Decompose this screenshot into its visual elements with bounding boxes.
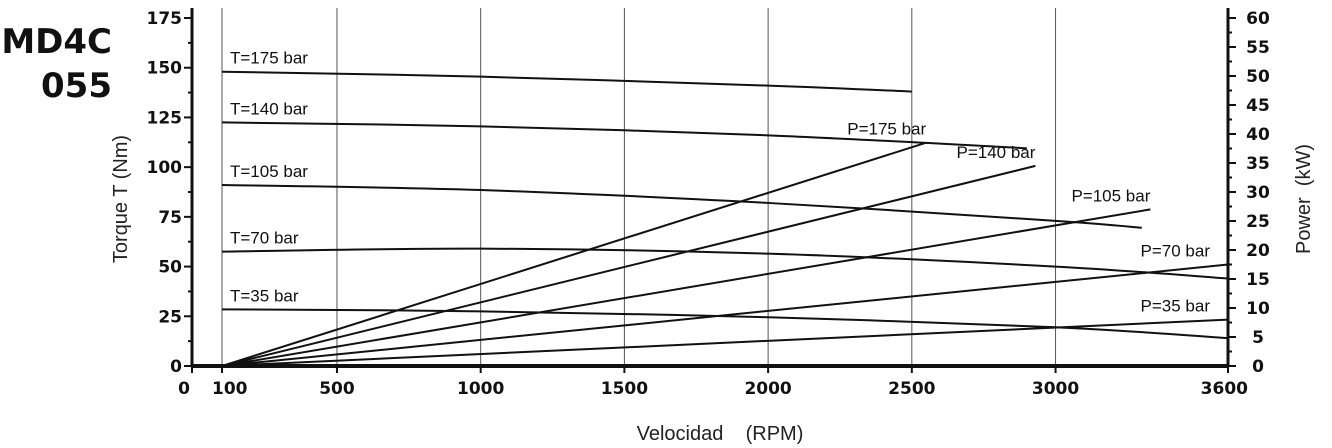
torque-curve: [221, 121, 1027, 150]
power-curve-label: P=140 bar: [956, 143, 1035, 162]
x-tick-label: 500: [319, 379, 355, 399]
y-tick-label-right: 25: [1246, 212, 1270, 232]
y-axis-right-label: Power (kW): [1293, 144, 1315, 254]
torque-curve-label: T=140 bar: [230, 99, 308, 118]
y-tick-label-right: 60: [1246, 9, 1270, 29]
x-axis-label: Velocidad (RPM): [637, 423, 804, 445]
torque-curve-label: T=105 bar: [230, 162, 308, 181]
y-tick-label-right: 50: [1246, 67, 1270, 87]
model-line-1: MD4C: [1, 22, 112, 62]
y-tick-label-left: 125: [147, 108, 183, 128]
power-curve-label: P=70 bar: [1141, 242, 1211, 261]
power-curve-label: P=105 bar: [1071, 186, 1150, 205]
y-tick-label-right: 0: [1252, 357, 1264, 377]
x-tick-label: 0: [178, 379, 190, 399]
grid-lines: [221, 8, 1057, 366]
model-line-2: 055: [41, 66, 112, 106]
torque-curve-label: T=70 bar: [230, 229, 299, 248]
x-tick-label: 100: [212, 379, 248, 399]
torque-curve: [221, 184, 1142, 229]
y-tick-label-left: 75: [158, 208, 182, 228]
y-tick-label-left: 175: [147, 9, 183, 29]
series-labels: T=175 bar T=140 bar T=105 bar T=70 bar T=35 …: [230, 49, 1210, 316]
y-tick-label-right: 15: [1246, 270, 1270, 290]
y-tick-label-right: 30: [1246, 183, 1270, 203]
power-curve: [221, 208, 1151, 367]
x-tick-label: 1000: [457, 379, 504, 399]
power-curve: [221, 263, 1229, 367]
y-axis-left-label: Torque T (Nm): [110, 135, 132, 263]
y-tick-label-right: 35: [1246, 154, 1270, 174]
y-tick-label-left: 100: [147, 158, 183, 178]
torque-curve-label: T=35 bar: [230, 286, 299, 305]
torque-curve: [221, 247, 1229, 280]
x-tick-label: 3000: [1032, 379, 1079, 399]
torque-curve: [221, 308, 1229, 340]
y-tick-label-right: 45: [1246, 96, 1270, 116]
x-tick-label: 3600: [1201, 379, 1248, 399]
x-tick-label: 1500: [601, 379, 648, 399]
series-lines: [221, 70, 1229, 367]
power-curve: [221, 141, 927, 367]
power-curve: [221, 164, 1036, 367]
y-tick-label-right: 10: [1246, 299, 1270, 319]
axes: 0 25 50 75 100 125 150 175 0 5 10 15 20 25 30 35 40 45 50 5…: [147, 8, 1270, 399]
y-tick-label-left: 0: [170, 357, 182, 377]
y-tick-label-left: 50: [158, 258, 182, 278]
power-curve: [221, 318, 1229, 367]
power-curve-label: P=175 bar: [847, 120, 926, 139]
y-tick-label-left: 25: [158, 307, 182, 327]
model-title: MD4C 055: [0, 20, 112, 108]
x-tick-label: 2000: [744, 379, 791, 399]
y-tick-label-right: 55: [1246, 38, 1270, 58]
y-tick-label-right: 5: [1252, 328, 1264, 348]
torque-curve-label: T=175 bar: [230, 49, 308, 68]
y-tick-label-left: 150: [147, 59, 183, 79]
y-tick-label-right: 20: [1246, 241, 1270, 261]
x-tick-label: 2500: [888, 379, 935, 399]
y-tick-label-right: 40: [1246, 125, 1270, 145]
torque-curve: [221, 70, 912, 93]
power-curve-label: P=35 bar: [1141, 297, 1211, 316]
